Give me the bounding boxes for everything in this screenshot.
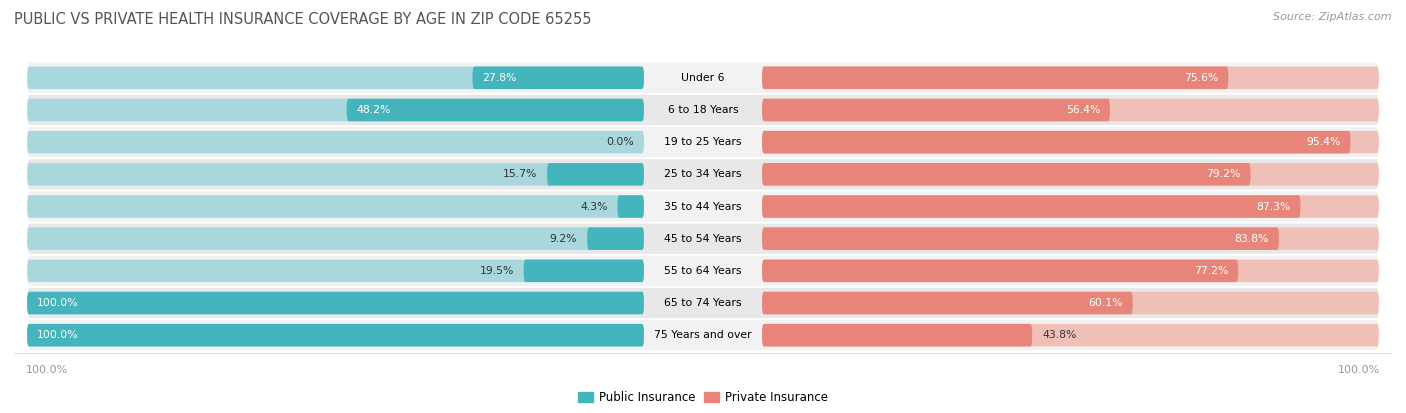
FancyBboxPatch shape [27, 292, 644, 314]
Text: 45 to 54 Years: 45 to 54 Years [664, 234, 742, 244]
FancyBboxPatch shape [27, 324, 644, 347]
Text: PUBLIC VS PRIVATE HEALTH INSURANCE COVERAGE BY AGE IN ZIP CODE 65255: PUBLIC VS PRIVATE HEALTH INSURANCE COVER… [14, 12, 592, 27]
FancyBboxPatch shape [27, 95, 1379, 125]
FancyBboxPatch shape [762, 131, 1350, 153]
Text: 65 to 74 Years: 65 to 74 Years [664, 298, 742, 308]
Text: 0.0%: 0.0% [606, 137, 634, 147]
FancyBboxPatch shape [27, 131, 644, 153]
Text: 19.5%: 19.5% [479, 266, 513, 276]
FancyBboxPatch shape [27, 191, 1379, 222]
FancyBboxPatch shape [27, 320, 1379, 350]
FancyBboxPatch shape [547, 163, 644, 185]
FancyBboxPatch shape [27, 63, 1379, 93]
Legend: Public Insurance, Private Insurance: Public Insurance, Private Insurance [574, 386, 832, 408]
Text: 27.8%: 27.8% [482, 73, 516, 83]
FancyBboxPatch shape [762, 228, 1279, 250]
FancyBboxPatch shape [762, 324, 1032, 347]
FancyBboxPatch shape [27, 195, 644, 218]
FancyBboxPatch shape [762, 163, 1379, 185]
Text: 55 to 64 Years: 55 to 64 Years [664, 266, 742, 276]
Text: 75 Years and over: 75 Years and over [654, 330, 752, 340]
Text: 79.2%: 79.2% [1206, 169, 1240, 179]
Text: 100.0%: 100.0% [37, 330, 79, 340]
Text: 77.2%: 77.2% [1194, 266, 1229, 276]
Text: 35 to 44 Years: 35 to 44 Years [664, 202, 742, 211]
FancyBboxPatch shape [762, 292, 1133, 314]
Text: 43.8%: 43.8% [1042, 330, 1077, 340]
Text: 87.3%: 87.3% [1257, 202, 1291, 211]
FancyBboxPatch shape [27, 256, 1379, 286]
FancyBboxPatch shape [523, 260, 644, 282]
Text: 25 to 34 Years: 25 to 34 Years [664, 169, 742, 179]
FancyBboxPatch shape [617, 195, 644, 218]
Text: 56.4%: 56.4% [1066, 105, 1099, 115]
FancyBboxPatch shape [762, 260, 1239, 282]
Text: Source: ZipAtlas.com: Source: ZipAtlas.com [1274, 12, 1392, 22]
FancyBboxPatch shape [27, 292, 644, 314]
FancyBboxPatch shape [762, 131, 1379, 153]
FancyBboxPatch shape [762, 99, 1109, 121]
Text: 95.4%: 95.4% [1306, 137, 1340, 147]
FancyBboxPatch shape [762, 195, 1379, 218]
FancyBboxPatch shape [27, 228, 644, 250]
FancyBboxPatch shape [762, 195, 1301, 218]
FancyBboxPatch shape [762, 99, 1379, 121]
FancyBboxPatch shape [27, 223, 1379, 254]
Text: 4.3%: 4.3% [581, 202, 607, 211]
Text: 19 to 25 Years: 19 to 25 Years [664, 137, 742, 147]
Text: Under 6: Under 6 [682, 73, 724, 83]
FancyBboxPatch shape [27, 99, 644, 121]
FancyBboxPatch shape [762, 66, 1379, 89]
Text: 6 to 18 Years: 6 to 18 Years [668, 105, 738, 115]
FancyBboxPatch shape [347, 99, 644, 121]
Text: 60.1%: 60.1% [1088, 298, 1123, 308]
FancyBboxPatch shape [27, 163, 644, 185]
FancyBboxPatch shape [762, 324, 1379, 347]
FancyBboxPatch shape [27, 260, 644, 282]
FancyBboxPatch shape [762, 228, 1379, 250]
Text: 9.2%: 9.2% [550, 234, 578, 244]
FancyBboxPatch shape [27, 66, 644, 89]
Text: 75.6%: 75.6% [1184, 73, 1219, 83]
FancyBboxPatch shape [762, 66, 1229, 89]
FancyBboxPatch shape [27, 159, 1379, 190]
FancyBboxPatch shape [27, 288, 1379, 318]
Text: 83.8%: 83.8% [1234, 234, 1270, 244]
FancyBboxPatch shape [762, 292, 1379, 314]
FancyBboxPatch shape [27, 324, 644, 347]
Text: 100.0%: 100.0% [37, 298, 79, 308]
FancyBboxPatch shape [27, 127, 1379, 157]
FancyBboxPatch shape [472, 66, 644, 89]
FancyBboxPatch shape [762, 163, 1250, 185]
FancyBboxPatch shape [588, 228, 644, 250]
FancyBboxPatch shape [762, 260, 1379, 282]
Text: 48.2%: 48.2% [357, 105, 391, 115]
Text: 15.7%: 15.7% [503, 169, 537, 179]
